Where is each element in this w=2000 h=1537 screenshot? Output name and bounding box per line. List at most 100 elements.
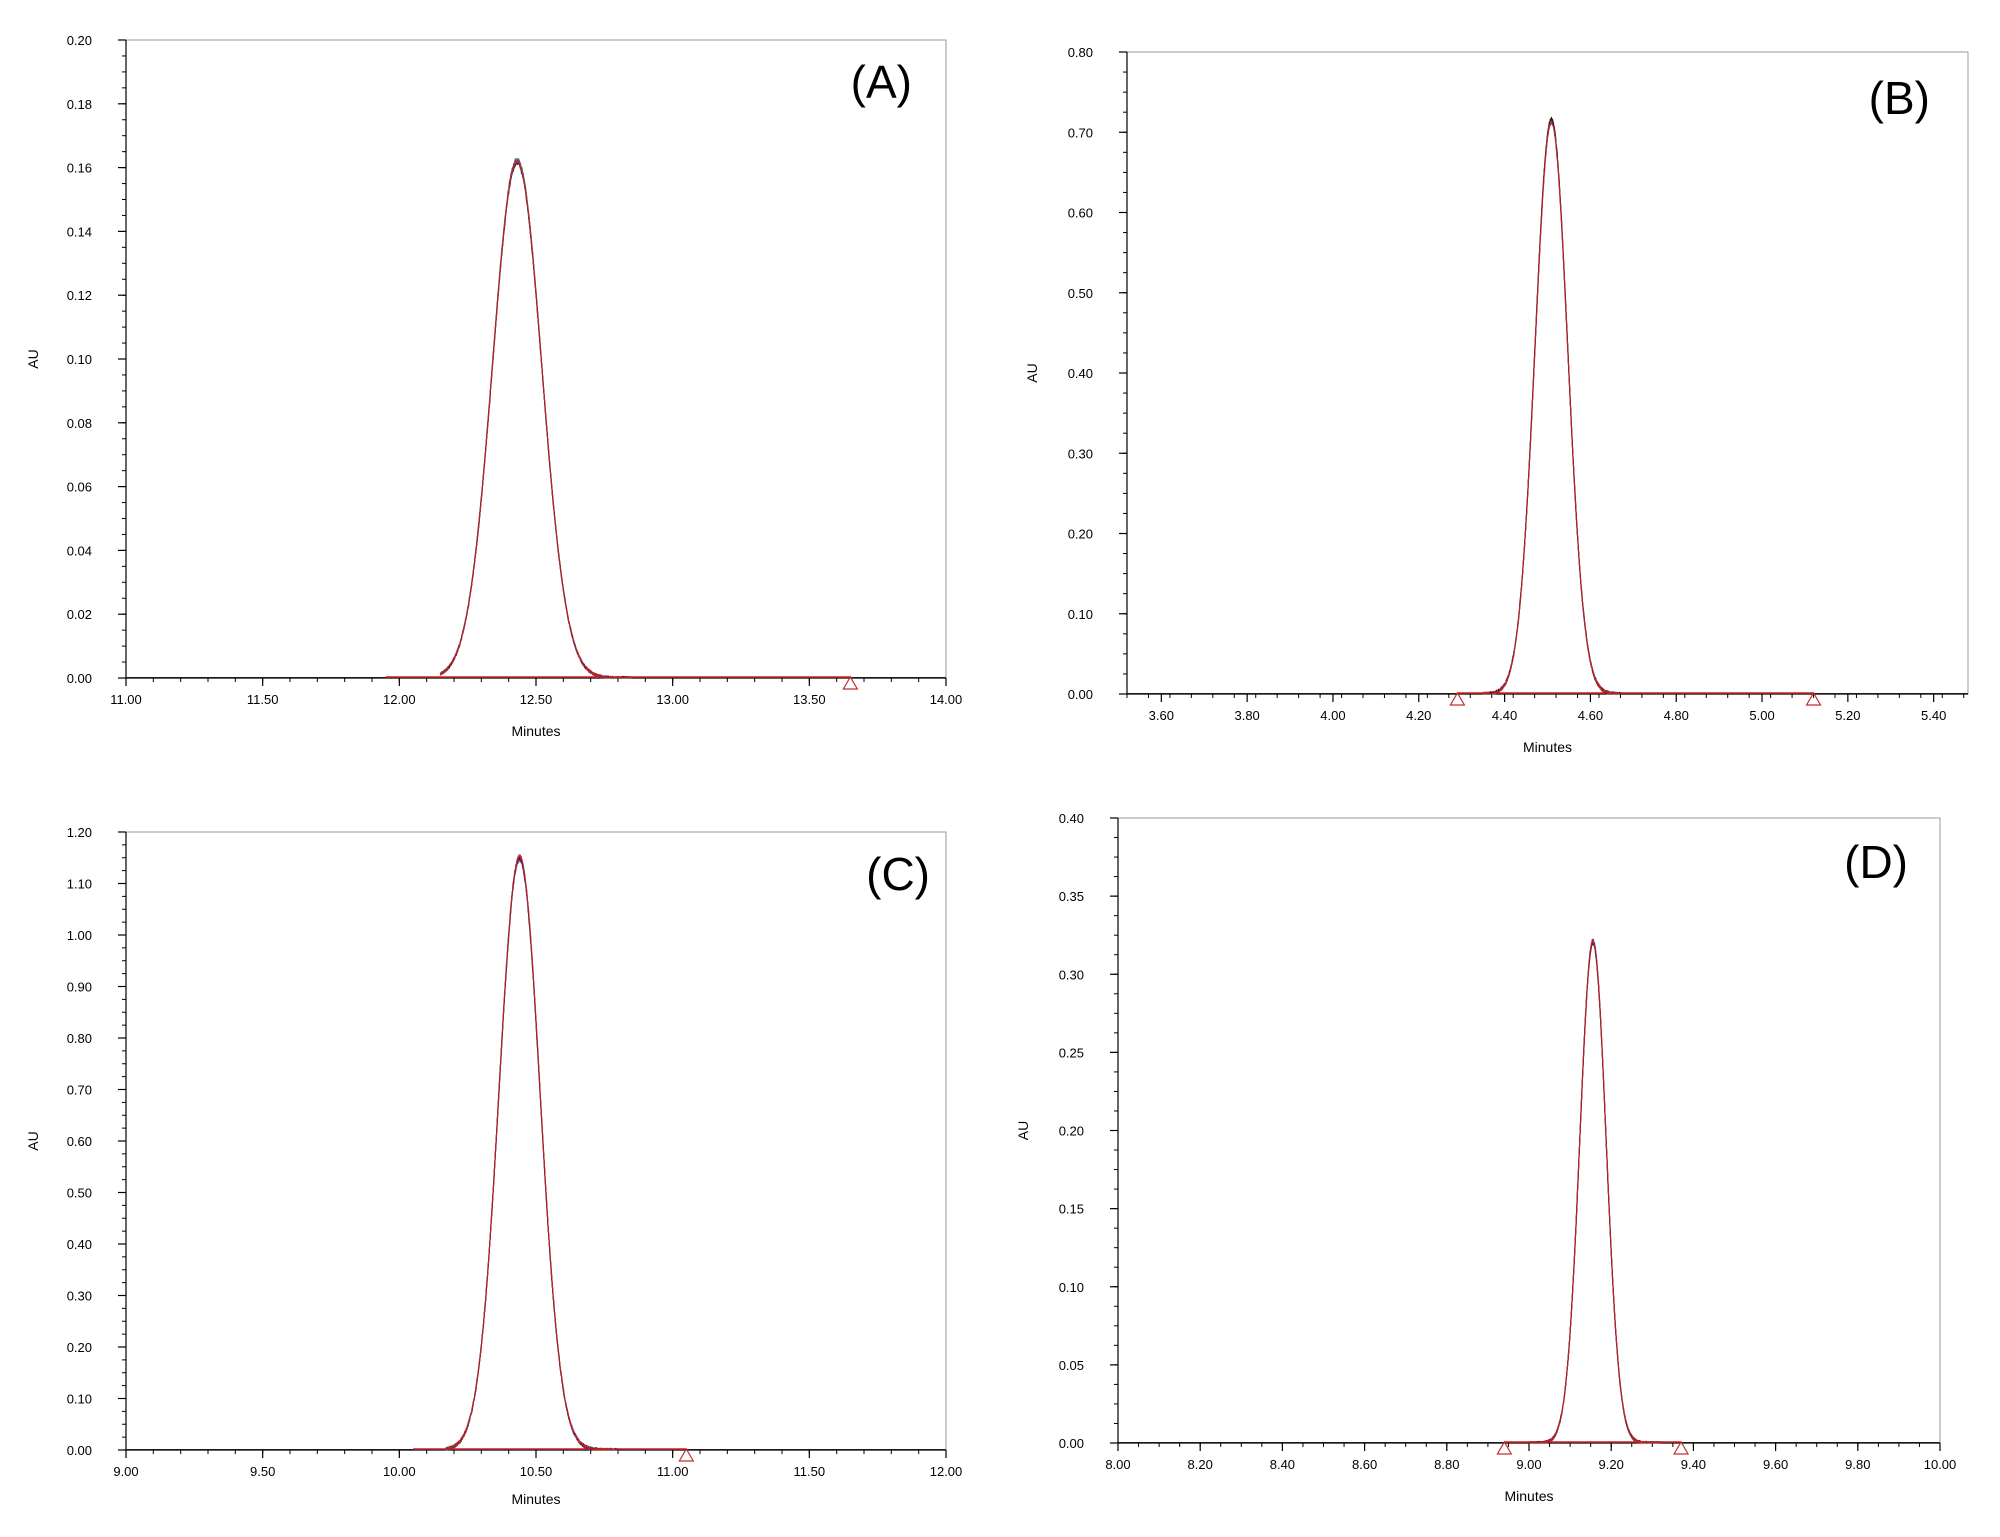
y-tick-label: 0.06 [67, 480, 92, 495]
y-axis-title: AU [25, 1131, 41, 1150]
plot-frame [125, 39, 947, 679]
replicate-trace [445, 854, 619, 1451]
x-tick-label: 5.00 [1749, 708, 1774, 723]
x-tick-label: 8.20 [1188, 1457, 1213, 1472]
x-tick-label: 5.40 [1921, 708, 1946, 723]
y-tick-label: 0.50 [1068, 286, 1093, 301]
y-tick-label: 0.05 [1059, 1358, 1084, 1373]
y-axis-title: AU [25, 349, 41, 368]
y-tick-label: 0.10 [1068, 607, 1093, 622]
x-tick-label: 5.20 [1835, 708, 1860, 723]
y-tick-label: 0.20 [1068, 527, 1093, 542]
y-tick-label: 0.20 [1059, 1124, 1084, 1139]
y-tick-label: 0.00 [67, 1443, 92, 1458]
y-tick-label: 0.20 [67, 33, 92, 48]
x-tick-label: 11.50 [247, 692, 279, 707]
x-tick-label: 4.40 [1492, 708, 1517, 723]
y-tick-label: 0.16 [67, 161, 92, 176]
integration-marker-icon [678, 1447, 695, 1462]
x-axis-title: Minutes [1504, 1488, 1553, 1504]
x-tick-label: 14.00 [930, 692, 963, 707]
x-minor-ticks [1126, 694, 1965, 698]
x-tick-label: 9.40 [1681, 1457, 1706, 1472]
y-tick-label: 0.12 [67, 288, 92, 303]
y-tick-label: 0.40 [1068, 366, 1093, 381]
panel-label: (B) [1869, 72, 1930, 124]
plot-frame [125, 831, 947, 1451]
x-tick-label: 3.60 [1149, 708, 1174, 723]
panel-label: (A) [851, 56, 912, 108]
replicate-trace [1528, 940, 1662, 1444]
y-tick-label: 0.10 [67, 1392, 92, 1407]
x-tick-label: 9.00 [1516, 1457, 1541, 1472]
x-tick-label: 11.00 [657, 1464, 689, 1479]
replicate-trace [445, 856, 619, 1451]
replicate-trace [1528, 942, 1662, 1444]
x-tick-label: 9.00 [113, 1464, 138, 1479]
x-tick-label: 9.50 [250, 1464, 275, 1479]
x-tick-label: 9.60 [1763, 1457, 1788, 1472]
replicate-trace [1482, 121, 1621, 695]
y-tick-label: 0.00 [67, 671, 92, 686]
y-tick-label: 0.40 [1059, 811, 1084, 826]
x-tick-label: 10.00 [383, 1464, 416, 1479]
chart-panel-a: 11.00 11.50 12.00 12.50 13.00 13.50 14.00 0.00 0… [25, 33, 962, 739]
y-axis-title: AU [1024, 363, 1040, 382]
integration-marker-icon [842, 675, 859, 690]
y-tick-label: 0.14 [67, 224, 92, 239]
plot-frame [1117, 817, 1941, 1444]
y-tick-label: 0.40 [67, 1237, 92, 1252]
x-tick-label: 8.60 [1352, 1457, 1377, 1472]
integration-marker-icon [1673, 1440, 1690, 1455]
y-axis-title: AU [1015, 1121, 1031, 1140]
chart-panel-b: 3.60 3.80 4.00 4.20 4.40 4.60 4.80 5.00 5.20 5.40… [1024, 45, 1969, 755]
y-tick-label: 0.08 [67, 416, 92, 431]
y-tick-label: 0.10 [67, 352, 92, 367]
x-tick-label: 13.50 [793, 692, 826, 707]
y-tick-label: 0.10 [1059, 1280, 1084, 1295]
x-tick-label: 8.80 [1434, 1457, 1459, 1472]
x-tick-label: 12.50 [520, 692, 553, 707]
y-tick-label: 0.60 [67, 1134, 92, 1149]
x-tick-label: 4.00 [1320, 708, 1345, 723]
replicate-trace [1528, 938, 1661, 1444]
y-tick-label: 0.00 [1068, 687, 1093, 702]
chart-panel-c: 9.00 9.50 10.00 10.50 11.00 11.50 12.00 0.00 0.1… [25, 825, 962, 1507]
y-tick-label: 0.60 [1068, 206, 1093, 221]
y-tick-label: 0.20 [67, 1340, 92, 1355]
y-tick-label: 1.10 [67, 877, 92, 892]
x-tick-label: 4.80 [1664, 708, 1689, 723]
x-tick-label: 9.80 [1845, 1457, 1870, 1472]
x-tick-label: 4.20 [1406, 708, 1431, 723]
y-tick-label: 0.80 [67, 1031, 92, 1046]
replicate-trace [1482, 119, 1621, 695]
panel-label: (D) [1844, 836, 1908, 888]
y-tick-label: 0.30 [67, 1289, 92, 1304]
x-tick-label: 13.00 [656, 692, 689, 707]
x-axis-title: Minutes [1523, 739, 1572, 755]
x-tick-label: 12.00 [930, 1464, 963, 1479]
y-tick-label: 0.02 [67, 607, 92, 622]
x-axis-title: Minutes [511, 723, 560, 739]
y-tick-label: 1.00 [67, 928, 92, 943]
replicate-trace [1528, 942, 1662, 1444]
y-tick-label: 0.70 [67, 1083, 92, 1098]
y-tick-label: 0.04 [67, 543, 92, 558]
x-tick-label: 9.20 [1599, 1457, 1624, 1472]
plot-frame [1126, 51, 1969, 695]
replicate-trace [1482, 116, 1621, 695]
replicate-trace [445, 854, 619, 1451]
replicate-trace [445, 857, 619, 1451]
x-tick-label: 10.50 [520, 1464, 553, 1479]
y-tick-label: 0.70 [1068, 125, 1093, 140]
y-tick-label: 1.20 [67, 825, 92, 840]
y-tick-label: 0.15 [1059, 1202, 1084, 1217]
x-tick-label: 3.80 [1234, 708, 1259, 723]
x-tick-label: 11.50 [794, 1464, 826, 1479]
integration-marker-icon [1449, 691, 1466, 706]
x-tick-label: 10.00 [1924, 1457, 1957, 1472]
y-tick-label: 0.80 [1068, 45, 1093, 60]
replicate-trace [439, 160, 632, 679]
chart-panel-d: 8.00 8.20 8.40 8.60 8.80 9.00 9.20 9.40 9.60 9.80… [1015, 811, 1956, 1504]
